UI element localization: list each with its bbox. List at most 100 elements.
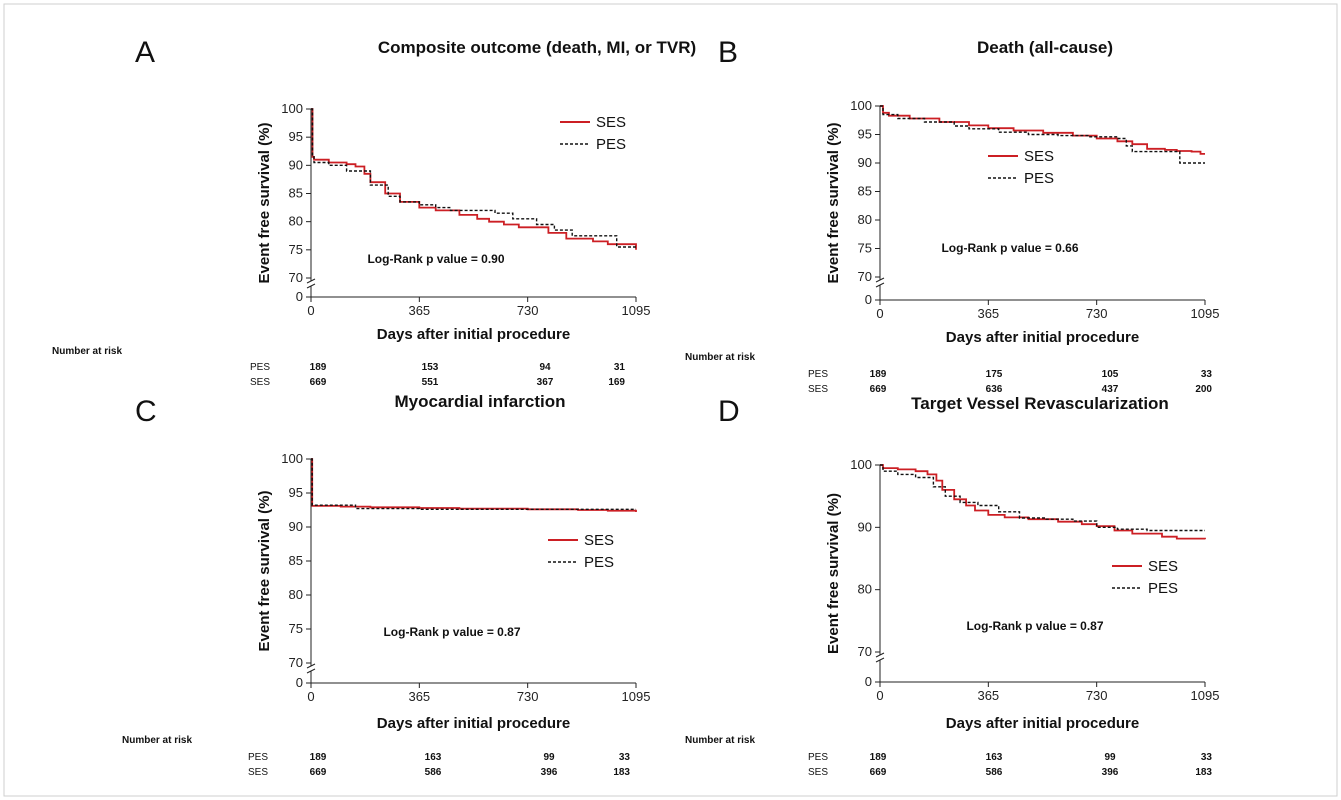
x-axis-label: Days after initial procedure (946, 329, 1139, 346)
y-axis-break-mark (306, 278, 316, 284)
panel-letter: C (135, 395, 157, 428)
risk-row-name: SES (248, 767, 268, 778)
x-tick-label: 1095 (1191, 688, 1220, 703)
chart-title: Myocardial infarction (395, 392, 566, 411)
risk-value: 586 (986, 767, 1003, 778)
y-tick-label: 90 (858, 519, 872, 534)
y-axis-break-mark (875, 657, 885, 663)
risk-value: 105 (1102, 369, 1119, 380)
x-tick-label: 730 (1086, 306, 1108, 321)
number-at-risk-label: Number at risk (52, 346, 122, 357)
log-rank-annotation: Log-Rank p value = 0.90 (367, 252, 504, 266)
risk-value: 669 (870, 767, 887, 778)
risk-value: 396 (541, 767, 558, 778)
risk-value: 189 (310, 752, 327, 763)
y-tick-label: 85 (289, 186, 303, 201)
x-axis-label: Days after initial procedure (377, 326, 570, 343)
y-tick-label: 80 (858, 582, 872, 597)
risk-value: 99 (543, 752, 555, 763)
y-tick-label: 70 (289, 655, 303, 670)
panel-letter: A (135, 36, 155, 69)
x-tick-label: 365 (408, 303, 430, 318)
chart-title: Composite outcome (death, MI, or TVR) (378, 38, 696, 57)
risk-value: 669 (310, 767, 327, 778)
y-axis-break-mark (306, 283, 316, 289)
y-axis-break-mark (306, 668, 316, 674)
y-axis-label: Event free survival (%) (825, 123, 842, 284)
risk-row-name: SES (808, 767, 828, 778)
y-tick-label: 0 (865, 292, 872, 307)
x-tick-label: 365 (977, 306, 999, 321)
panel-a: A Composite outcome (death, MI, or TVR) 0 7… (52, 36, 696, 388)
x-tick-label: 730 (1086, 688, 1108, 703)
log-rank-annotation: Log-Rank p value = 0.66 (941, 241, 1078, 255)
y-tick-label: 90 (289, 519, 303, 534)
x-axis-label: Days after initial procedure (377, 715, 570, 732)
risk-value: 163 (425, 752, 442, 763)
x-tick-label: 0 (307, 689, 314, 704)
y-tick-label: 100 (281, 101, 303, 116)
panel-c: C Myocardial infarction 0 70 75 80 85 90 95 100 0 3… (122, 392, 650, 778)
risk-value: 636 (986, 384, 1003, 395)
x-tick-label: 0 (307, 303, 314, 318)
risk-value: 33 (1201, 369, 1213, 380)
risk-value: 99 (1104, 752, 1116, 763)
panel-letter: B (718, 36, 738, 69)
risk-value: 367 (537, 377, 554, 388)
y-tick-label: 0 (865, 674, 872, 689)
risk-value: 396 (1102, 767, 1119, 778)
y-tick-label: 80 (289, 587, 303, 602)
x-tick-label: 730 (517, 689, 539, 704)
panel-letter: D (718, 395, 740, 428)
risk-value: 94 (539, 362, 551, 373)
y-axis-label: Event free survival (%) (825, 493, 842, 654)
y-tick-label: 80 (858, 212, 872, 227)
figure-frame (3, 3, 1338, 797)
y-axis-break-mark (306, 663, 316, 669)
series-line-pes (311, 458, 636, 510)
y-tick-label: 95 (858, 127, 872, 142)
log-rank-annotation: Log-Rank p value = 0.87 (383, 625, 520, 639)
risk-value: 669 (310, 377, 327, 388)
y-tick-label: 80 (289, 214, 303, 229)
y-tick-label: 100 (850, 98, 872, 113)
risk-value: 163 (986, 752, 1003, 763)
series-line-ses (311, 108, 637, 250)
legend-label-pes: PES (1148, 580, 1178, 597)
risk-value: 33 (619, 752, 631, 763)
risk-row-name: PES (248, 752, 268, 763)
log-rank-annotation: Log-Rank p value = 0.87 (966, 619, 1103, 633)
x-axis-label: Days after initial procedure (946, 715, 1139, 732)
chart-title: Death (all-cause) (977, 38, 1113, 57)
x-tick-label: 1095 (1191, 306, 1220, 321)
y-tick-label: 100 (850, 457, 872, 472)
x-tick-label: 1095 (622, 303, 651, 318)
panel-d: D Target Vessel Revascularization 0 70 80 90 1… (685, 394, 1219, 778)
y-tick-label: 75 (289, 621, 303, 636)
y-tick-label: 0 (296, 675, 303, 690)
chart-title: Target Vessel Revascularization (911, 394, 1169, 413)
risk-value: 31 (614, 362, 626, 373)
series-line-ses (311, 458, 637, 512)
risk-row-name: PES (250, 362, 270, 373)
legend-label-ses: SES (596, 114, 626, 131)
x-tick-label: 730 (517, 303, 539, 318)
y-axis-label: Event free survival (%) (256, 123, 273, 284)
risk-value: 189 (310, 362, 327, 373)
risk-row-name: SES (808, 384, 828, 395)
risk-value: 183 (1195, 767, 1212, 778)
x-tick-label: 1095 (622, 689, 651, 704)
y-axis-break-mark (875, 652, 885, 658)
y-tick-label: 70 (858, 269, 872, 284)
risk-value: 551 (422, 377, 439, 388)
risk-value: 169 (608, 377, 625, 388)
risk-value: 200 (1195, 384, 1212, 395)
risk-value: 33 (1201, 752, 1213, 763)
y-tick-label: 85 (289, 553, 303, 568)
legend-label-pes: PES (584, 554, 614, 571)
risk-value: 189 (870, 752, 887, 763)
y-tick-label: 0 (296, 289, 303, 304)
series-line-ses (880, 464, 1206, 540)
